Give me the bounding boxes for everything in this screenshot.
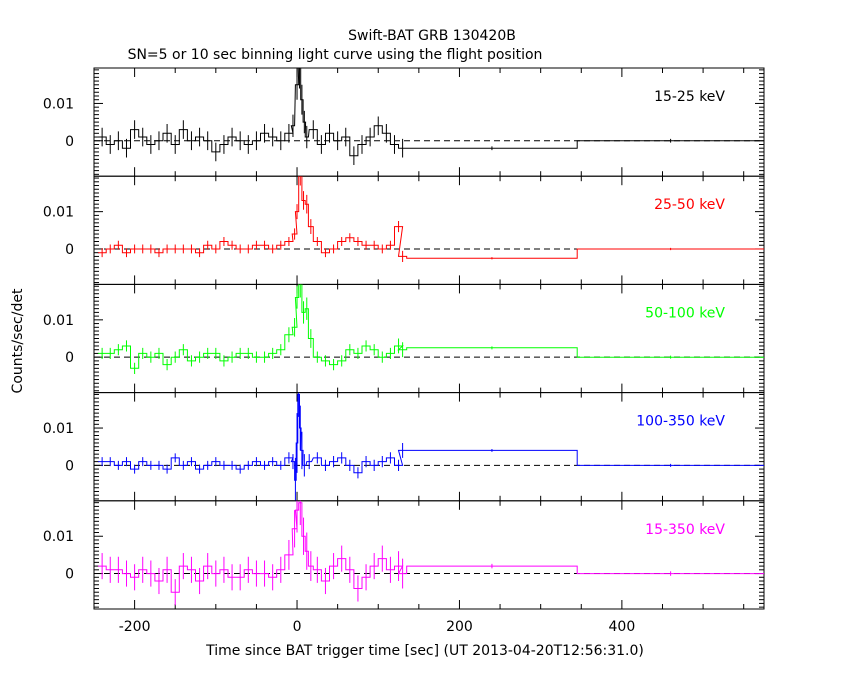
series-5 [98, 500, 764, 606]
step-line [98, 394, 764, 481]
y-tick-label: 0 [65, 458, 74, 474]
y-ticks [94, 502, 764, 608]
panel-3: 0 0.01 50-100 keV [43, 283, 765, 394]
y-ticks [94, 285, 764, 392]
y-axis-label: Counts/sec/det [10, 288, 26, 393]
chart-subtitle: SN=5 or 10 sec binning light curve using… [128, 47, 543, 63]
panel-2: 0 0.01 25-50 keV [43, 175, 765, 285]
y-tick-label: 0 [65, 242, 74, 258]
band-label: 15-25 keV [654, 89, 725, 105]
series-1 [98, 68, 764, 166]
y-tick-label: 0.01 [43, 421, 74, 437]
y-tick-label: 0.01 [43, 96, 74, 112]
x-tick-label: 200 [446, 619, 473, 635]
band-label: 100-350 keV [636, 414, 725, 430]
x-ticks [93, 68, 745, 177]
x-tick-label: 0 [293, 619, 302, 635]
series-4 [98, 392, 764, 501]
y-tick-label: 0.01 [43, 529, 74, 545]
x-ticks [93, 500, 745, 609]
panel-frame [93, 392, 765, 502]
y-ticks [94, 177, 764, 284]
panel-5: 0 0.01 15-350 keV [43, 500, 765, 610]
y-tick-label: 0 [65, 350, 74, 366]
y-tick-label: 0 [65, 567, 74, 583]
chart-title: Swift-BAT GRB 130420B [348, 28, 516, 44]
series-2 [98, 176, 764, 263]
panel-frame [93, 67, 765, 177]
band-label: 15-350 keV [645, 522, 725, 538]
x-tick-label: -200 [119, 619, 151, 635]
step-line [98, 68, 764, 157]
band-label: 50-100 keV [645, 305, 725, 321]
panel-frame [93, 283, 765, 394]
step-line [98, 502, 764, 593]
panels-group: 0 0.01 15-25 keV 0 0.01 25-50 keV 0 0.01 50-100 … [43, 67, 765, 610]
panel-4: 0 0.01 100-350 keV [43, 392, 765, 502]
step-line [98, 176, 764, 259]
panel-frame [93, 500, 765, 610]
y-ticks [94, 393, 764, 500]
band-label: 25-50 keV [654, 197, 725, 213]
x-ticks [93, 176, 745, 285]
panel-frame [93, 175, 765, 285]
step-line [98, 284, 764, 369]
x-tick-label: 400 [609, 619, 636, 635]
y-ticks [94, 69, 764, 175]
x-tick-labels: -200 0 200 400 [119, 619, 636, 635]
x-axis-label: Time since BAT trigger time [sec] (UT 20… [205, 643, 644, 659]
series-3 [98, 284, 764, 374]
x-ticks [93, 392, 745, 501]
y-tick-label: 0.01 [43, 205, 74, 221]
panel-1: 0 0.01 15-25 keV [43, 67, 765, 177]
x-ticks [93, 284, 745, 393]
y-tick-label: 0 [65, 134, 74, 150]
y-tick-label: 0.01 [43, 313, 74, 329]
